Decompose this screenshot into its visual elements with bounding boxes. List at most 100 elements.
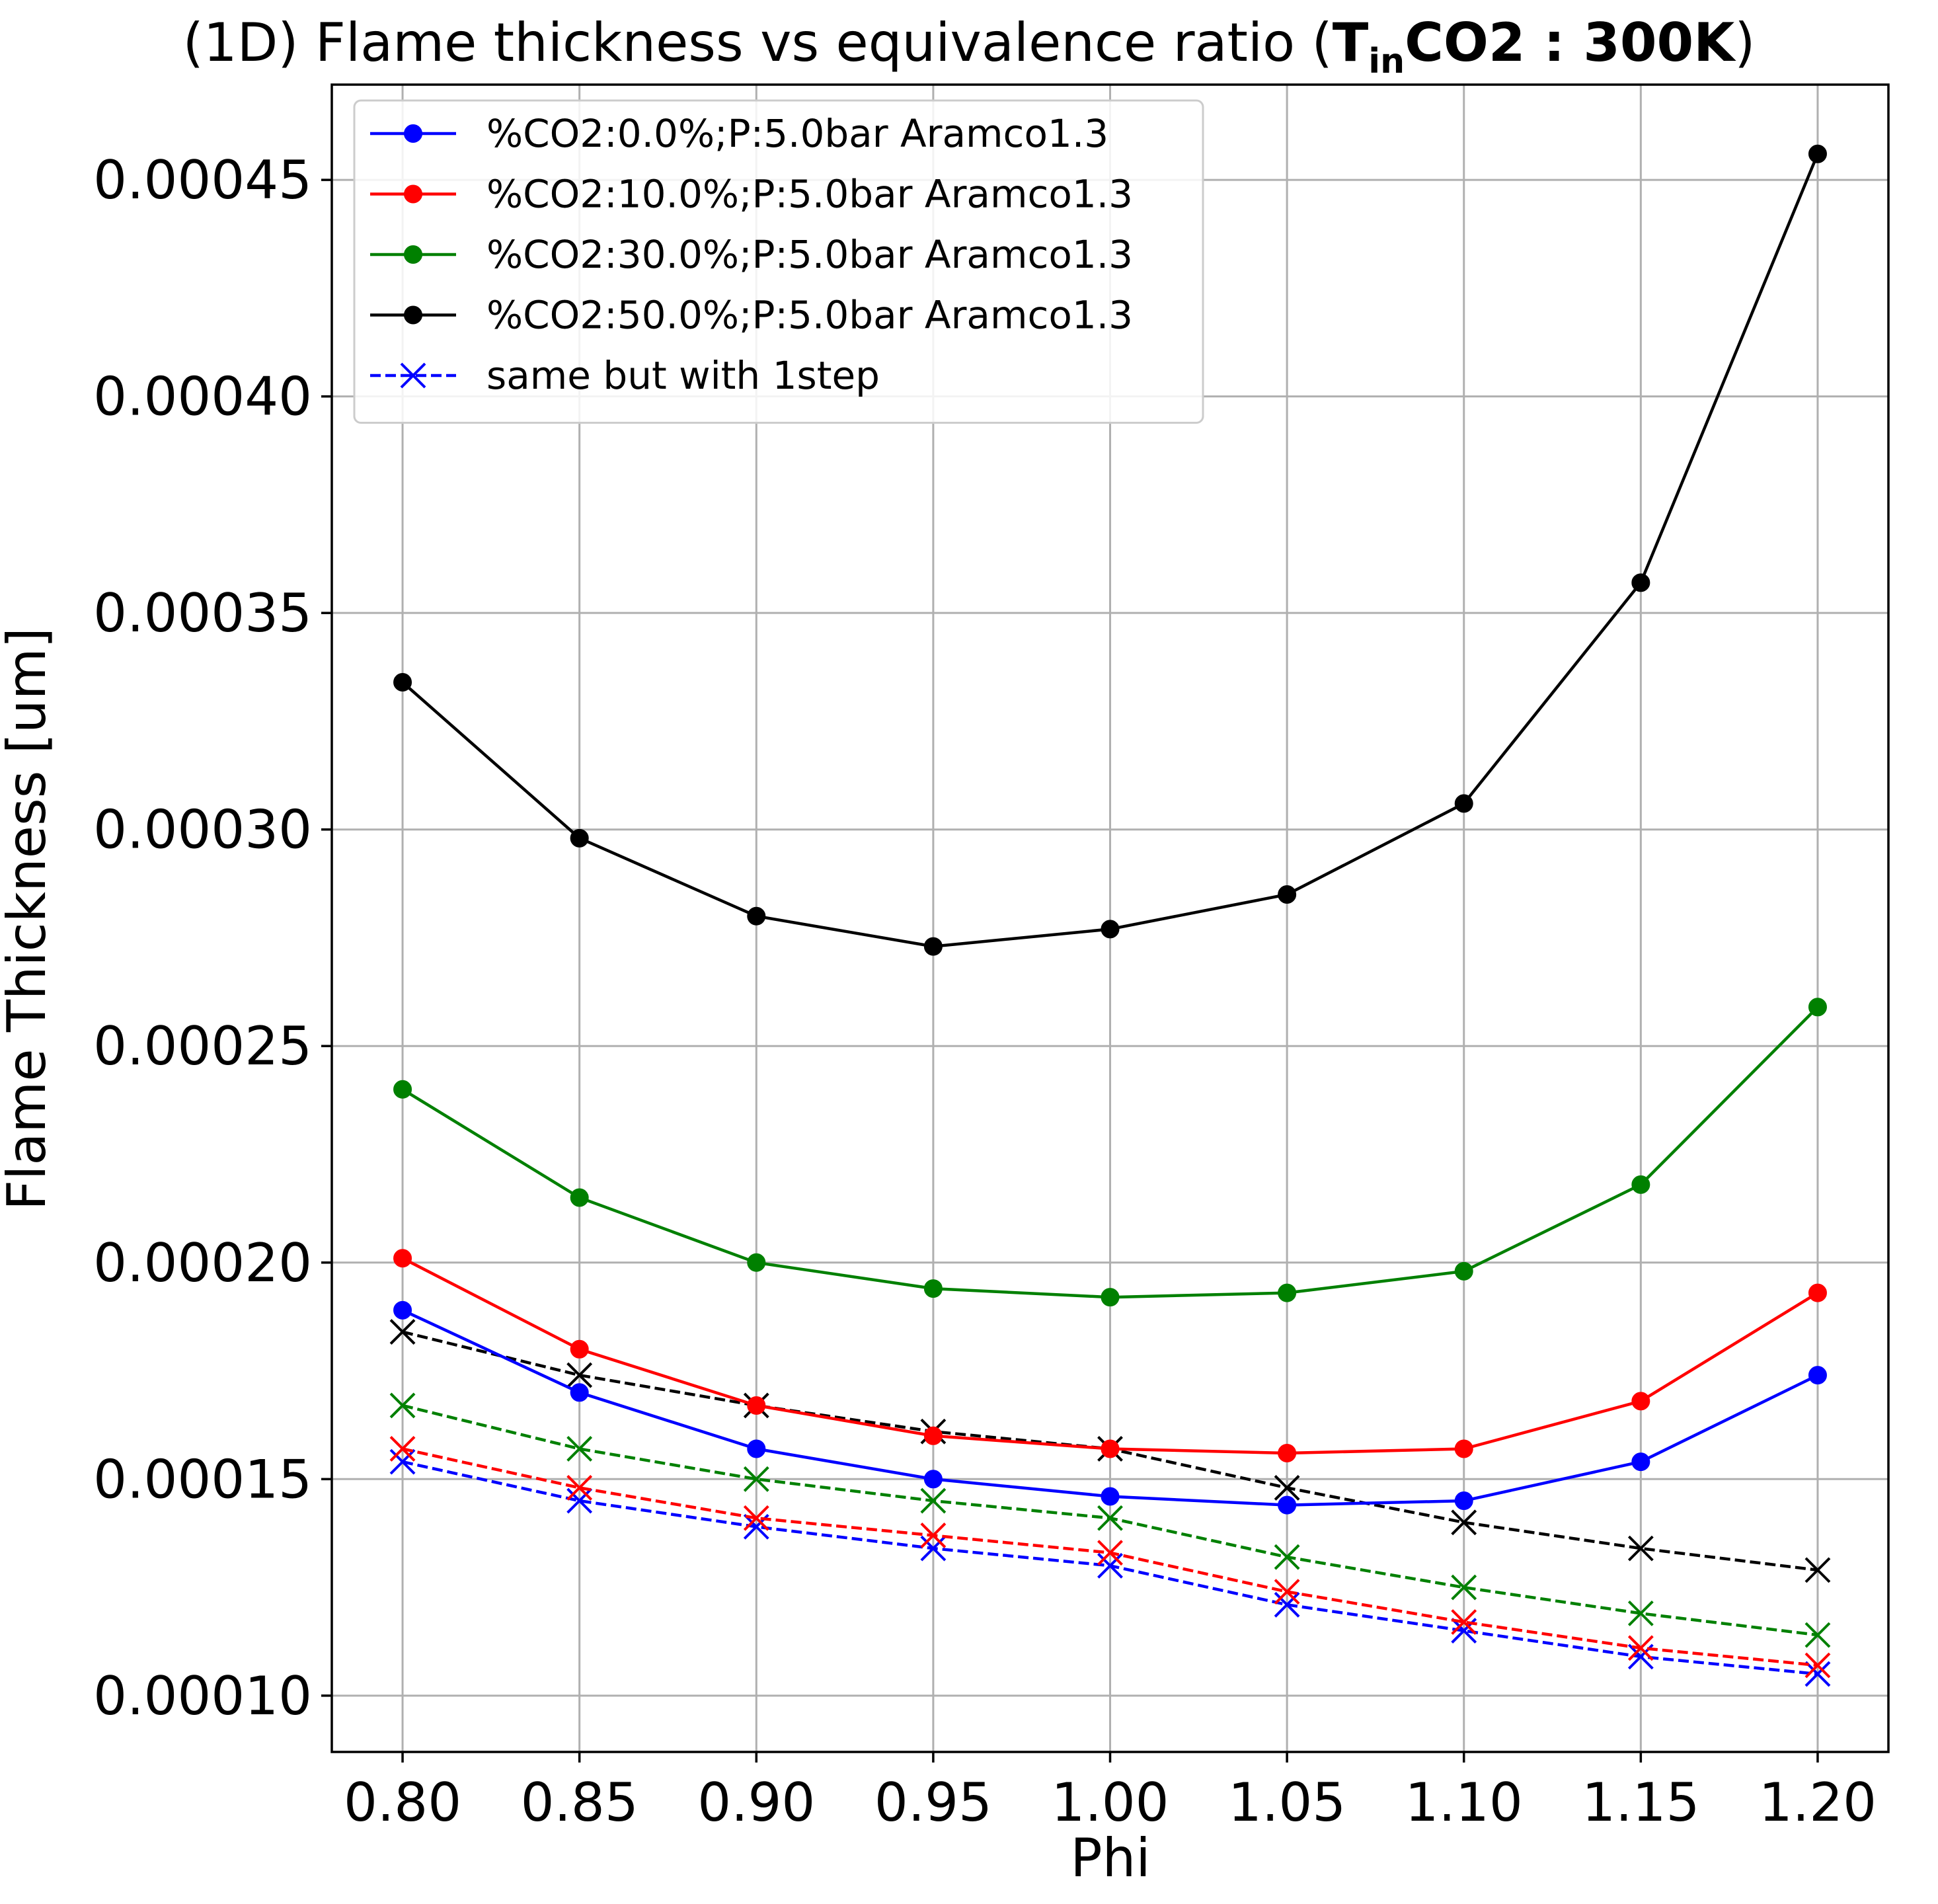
data-point-x [389,1319,416,1345]
data-point-x [1097,1505,1123,1531]
data-point [1101,1288,1120,1307]
title-suffix: ) [1734,12,1755,73]
title-subscript: in [1368,42,1405,81]
data-point [1101,1487,1120,1506]
data-point [1278,1283,1297,1302]
legend-entry: %CO2:50.0%;P:5.0bar Aramco1.3 [370,293,1133,338]
series-3 [393,144,1827,956]
data-point-x [1627,1535,1654,1562]
data-point [393,1080,412,1099]
data-point [1454,1261,1473,1281]
x-tick-label: 0.90 [697,1772,815,1833]
data-point-x [389,1436,416,1462]
data-point [747,1253,766,1272]
x-axis-label: Phi [1070,1827,1150,1889]
data-point [393,1300,412,1320]
data-point [1454,1491,1473,1511]
data-point-x [1451,1609,1477,1635]
data-point-x [389,1448,416,1475]
data-point [1631,573,1650,592]
legend-label: %CO2:30.0%;P:5.0bar Aramco1.3 [486,232,1133,277]
data-point [1808,1283,1827,1302]
legend-label: %CO2:10.0%;P:5.0bar Aramco1.3 [486,172,1133,217]
data-point [923,1470,943,1489]
data-point [747,906,766,926]
x-tick-label: 1.20 [1759,1772,1877,1833]
y-axis-label: Flame Thickness [um] [0,627,58,1210]
legend-entry: %CO2:0.0%;P:5.0bar Aramco1.3 [370,111,1108,156]
data-point [1454,1439,1473,1458]
data-point-x [1804,1661,1831,1687]
legend-entry: same but with 1step [370,353,880,398]
data-point-x [400,362,426,389]
data-point [393,1249,412,1268]
data-point [923,1426,943,1445]
data-point-x [1804,1557,1831,1583]
data-point [1808,144,1827,163]
x-tick-label: 0.95 [874,1772,992,1833]
chart-title: (1D) Flame thickness vs equivalence rati… [183,12,1756,81]
data-point-x [1097,1540,1123,1566]
series-4 [389,1448,1831,1687]
data-point-x [920,1488,947,1514]
data-point-x [920,1523,947,1548]
legend-label: %CO2:0.0%;P:5.0bar Aramco1.3 [486,111,1108,156]
data-point [1278,885,1297,904]
data-point-x [1804,1622,1831,1648]
data-point [570,828,589,848]
series-2 [393,998,1827,1307]
title-prefix: (1D) Flame thickness vs equivalence rati… [183,12,1333,73]
data-point [404,245,422,264]
data-point [923,937,943,956]
data-point-x [1097,1552,1123,1579]
data-point-x [1274,1474,1300,1501]
series-1 [393,1249,1827,1463]
data-point-x [743,1466,769,1492]
y-tick-label: 0.00020 [93,1232,312,1294]
x-tick-label: 1.10 [1405,1772,1523,1833]
series-layer [389,144,1831,1687]
data-point-x [1451,1574,1477,1601]
x-tick-label: 1.05 [1228,1772,1346,1833]
data-point-x [920,1535,947,1562]
data-point [570,1188,589,1207]
axis-ticks: 0.80 0.85 0.90 0.95 1.00 1.05 1.10 1.15 1.20 0.00… [93,149,1877,1833]
data-point [404,124,422,143]
data-point [1631,1452,1650,1472]
y-tick-label: 0.00040 [93,366,312,428]
data-point-x [389,1392,416,1419]
data-point [1101,920,1120,939]
data-point-x [1274,1579,1300,1605]
data-point [923,1279,943,1298]
legend-entry: %CO2:10.0%;P:5.0bar Aramco1.3 [370,172,1133,217]
x-tick-label: 1.15 [1582,1772,1699,1833]
data-point-x [1274,1544,1300,1570]
data-point [393,672,412,692]
data-point [1631,1392,1650,1411]
legend: %CO2:0.0%;P:5.0bar Aramco1.3 %CO2:10.0%;P… [353,99,1204,424]
data-point-x [566,1474,593,1501]
legend-label: %CO2:50.0%;P:5.0bar Aramco1.3 [486,293,1133,338]
data-point-x [566,1488,593,1514]
x-tick-label: 0.80 [344,1772,461,1833]
data-point-x [1627,1635,1654,1661]
legend-entry: %CO2:30.0%;P:5.0bar Aramco1.3 [370,232,1133,277]
y-tick-label: 0.00015 [93,1448,312,1510]
title-bold-t: T [1333,12,1369,73]
legend-label: same but with 1step [486,353,880,398]
data-point-x [743,1505,769,1531]
data-point [1278,1495,1297,1515]
data-point [747,1439,766,1458]
data-point [1808,1366,1827,1385]
data-point-x [1804,1652,1831,1679]
data-point [1454,794,1473,813]
series-0 [393,1300,1827,1515]
legend-box [353,99,1204,424]
data-point [1808,998,1827,1017]
series-6 [389,1392,1831,1648]
series-5 [389,1436,1831,1679]
data-point [747,1396,766,1415]
data-point-x [1451,1509,1477,1536]
x-tick-label: 0.85 [521,1772,639,1833]
